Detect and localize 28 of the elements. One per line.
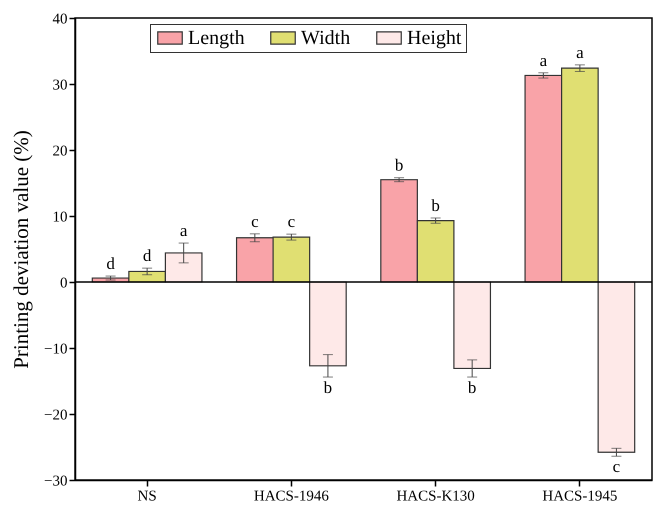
x-tick-label: HACS-K130 — [396, 488, 475, 504]
legend-label: Height — [407, 27, 462, 49]
data-label: c — [251, 212, 260, 231]
data-label: a — [180, 221, 188, 240]
legend-label: Length — [188, 27, 245, 49]
data-label: b — [431, 196, 440, 215]
x-tick-label: HACS-1946 — [254, 488, 330, 504]
data-label: c — [288, 212, 296, 232]
y-tick-label: −20 — [44, 408, 68, 424]
legend-label: Width — [301, 27, 350, 49]
data-label: a — [540, 50, 548, 70]
data-label: c — [612, 457, 621, 476]
y-tick-label: 20 — [52, 144, 68, 160]
data-label: b — [324, 378, 332, 398]
x-tick-label: HACS-1945 — [542, 488, 618, 504]
data-label: b — [394, 156, 404, 175]
data-label: a — [576, 42, 584, 62]
data-label: b — [468, 378, 476, 398]
y-tick-label: 10 — [52, 210, 68, 226]
x-tick-label: NS — [138, 488, 157, 504]
y-tick-label: 30 — [52, 78, 68, 94]
data-label: d — [106, 254, 116, 274]
y-tick-label: 40 — [52, 12, 68, 28]
data-label: d — [142, 246, 152, 266]
y-axis-title: Printing deviation value (%) — [9, 130, 34, 369]
y-tick-label: −10 — [44, 342, 68, 358]
y-tick-label: −30 — [44, 474, 68, 490]
y-tick-label: 0 — [60, 276, 68, 292]
